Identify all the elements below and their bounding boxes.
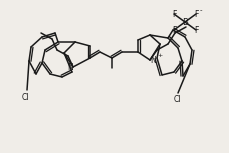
Text: F: F [172, 9, 176, 19]
Text: Cl: Cl [173, 95, 181, 104]
Text: N: N [150, 56, 156, 65]
Text: B: B [182, 17, 188, 26]
Text: Cl: Cl [21, 93, 29, 101]
Text: +: + [157, 52, 163, 58]
Text: -: - [200, 7, 202, 13]
Text: F: F [194, 9, 198, 19]
Text: F: F [172, 26, 176, 34]
Text: N: N [67, 62, 73, 71]
Text: F: F [194, 26, 198, 34]
